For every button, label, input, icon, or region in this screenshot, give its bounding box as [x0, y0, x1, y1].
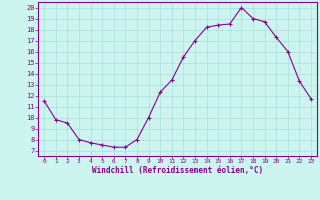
X-axis label: Windchill (Refroidissement éolien,°C): Windchill (Refroidissement éolien,°C) — [92, 166, 263, 175]
